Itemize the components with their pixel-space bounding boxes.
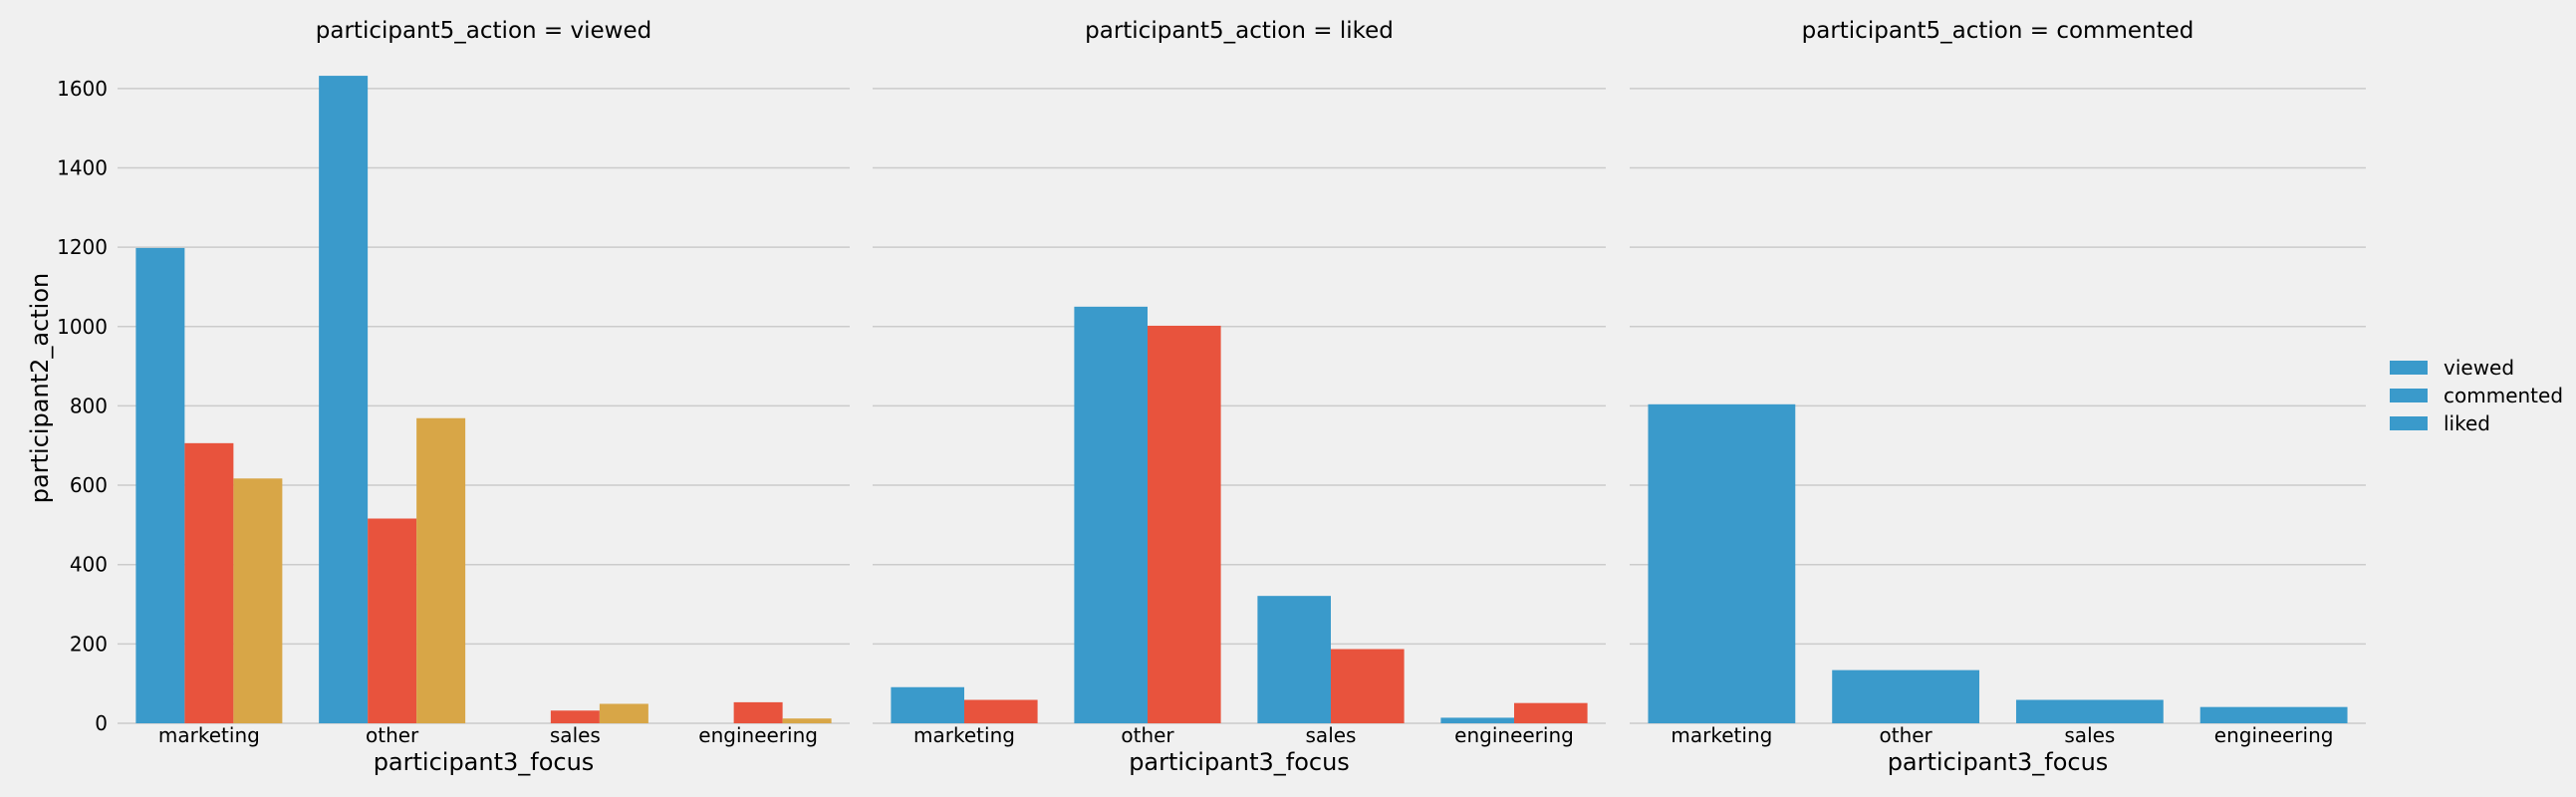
bar-liked-sales [599, 703, 648, 723]
y-tick-label: 1000 [57, 315, 108, 339]
x-tick-label: engineering [698, 723, 818, 747]
x-tick-label: marketing [1671, 723, 1772, 747]
bar-viewed-sales [1257, 596, 1331, 723]
bar-commented-marketing [964, 699, 1038, 723]
panel-title: participant5_action = liked [1085, 18, 1394, 44]
chart-panels: 0 200 400 600 800 1000 1200 1400 1600 participant… [26, 18, 2366, 776]
panel-1: 0 200 400 600 800 1000 1200 1400 1600 participant… [26, 18, 850, 776]
bar-liked-marketing [233, 478, 283, 723]
y-tick-label: 400 [70, 553, 108, 577]
panel-3: marketing other sales engineering participan… [1630, 18, 2366, 776]
x-axis-label: participant3_focus [374, 748, 595, 776]
bar-viewed-marketing [1648, 403, 1796, 723]
bar-viewed-other [1832, 669, 1980, 723]
y-tick-label: 1200 [57, 235, 108, 259]
legend-label-commented: commented [2444, 384, 2563, 407]
legend-swatch-liked [2390, 416, 2428, 430]
y-tick-label: 0 [95, 711, 108, 735]
bar-viewed-sales [2015, 699, 2164, 723]
x-tick-label: marketing [158, 723, 260, 747]
legend-label-liked: liked [2444, 411, 2490, 435]
x-tick-label: other [1121, 723, 1174, 747]
bar-commented-engineering [1514, 702, 1588, 723]
panel-title: participant5_action = commented [1802, 18, 2194, 44]
y-tick-label: 1600 [57, 77, 108, 101]
bar-commented-engineering [733, 701, 783, 723]
bar-liked-other [416, 417, 466, 723]
panel-title: participant5_action = viewed [316, 18, 651, 44]
bar-viewed-engineering [2199, 706, 2348, 723]
bar-commented-sales [550, 710, 600, 723]
x-tick-label: engineering [2214, 723, 2334, 747]
bar-viewed-marketing [135, 247, 185, 723]
y-axis-label: participant2_action [26, 273, 54, 503]
panel-2: marketing other sales engineering participan… [873, 18, 1606, 776]
y-tick-label: 600 [70, 473, 108, 497]
bar-liked-engineering [782, 718, 832, 723]
x-axis-label: participant3_focus [1129, 748, 1350, 776]
bar-commented-marketing [184, 442, 234, 723]
bar-viewed-engineering [1440, 717, 1514, 723]
x-tick-label: other [1879, 723, 1932, 747]
bar-viewed-other [1074, 306, 1148, 723]
x-tick-label: sales [550, 723, 601, 747]
legend-swatch-commented [2390, 389, 2428, 402]
bar-commented-sales [1331, 649, 1405, 723]
bar-commented-other [1148, 325, 1221, 723]
y-tick-label: 800 [70, 394, 108, 417]
legend-label-viewed: viewed [2444, 356, 2514, 380]
x-tick-label: engineering [1454, 723, 1574, 747]
bar-viewed-other [319, 76, 369, 723]
x-axis-label: participant3_focus [1888, 748, 2109, 776]
bar-viewed-marketing [891, 686, 964, 723]
x-tick-label: marketing [913, 723, 1015, 747]
legend-swatch-viewed [2390, 361, 2428, 375]
x-tick-label: sales [2064, 723, 2115, 747]
legend: viewed commented liked [2390, 356, 2563, 435]
y-tick-label: 200 [70, 632, 108, 656]
x-tick-label: sales [1306, 723, 1357, 747]
x-tick-label: other [366, 723, 419, 747]
y-tick-label: 1400 [57, 155, 108, 179]
bar-commented-other [368, 518, 417, 723]
